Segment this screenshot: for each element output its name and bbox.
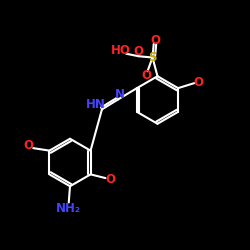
Text: O: O (194, 76, 204, 89)
Text: HO: HO (111, 44, 131, 57)
Text: NH₂: NH₂ (56, 202, 81, 215)
Text: HN: HN (86, 98, 105, 112)
Text: O: O (105, 173, 115, 186)
Text: N: N (114, 88, 124, 102)
Text: O: O (134, 45, 144, 58)
Text: S: S (148, 51, 157, 64)
Text: O: O (141, 69, 151, 82)
Text: O: O (150, 34, 160, 46)
Text: O: O (23, 139, 33, 152)
